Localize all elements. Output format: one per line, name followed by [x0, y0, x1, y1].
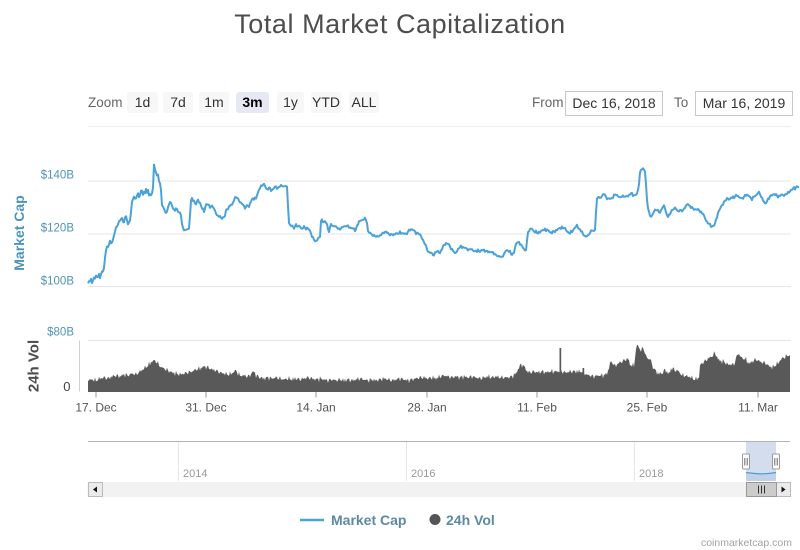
svg-text:11. Mar: 11. Mar [738, 401, 778, 415]
svg-text:$120B: $120B [41, 223, 75, 235]
svg-text:24h Vol: 24h Vol [446, 512, 495, 528]
svg-text:24h Vol: 24h Vol [26, 340, 43, 392]
svg-text:$80B: $80B [47, 327, 74, 339]
svg-text:$140B: $140B [41, 170, 75, 182]
svg-text:$100B: $100B [41, 276, 75, 288]
svg-text:Market Cap: Market Cap [331, 512, 406, 528]
svg-text:11. Feb: 11. Feb [517, 401, 557, 415]
svg-text:14. Jan: 14. Jan [296, 401, 335, 415]
svg-text:31. Dec: 31. Dec [185, 401, 226, 415]
svg-text:0: 0 [63, 379, 70, 394]
svg-text:2014: 2014 [183, 468, 207, 480]
svg-text:coinmarketcap.com: coinmarketcap.com [701, 537, 792, 549]
svg-text:17. Dec: 17. Dec [75, 401, 116, 415]
svg-text:2016: 2016 [411, 468, 435, 480]
svg-text:25. Feb: 25. Feb [627, 401, 668, 415]
svg-text:2018: 2018 [639, 468, 663, 480]
svg-text:28. Jan: 28. Jan [407, 401, 446, 415]
svg-text:Market Cap: Market Cap [11, 195, 27, 270]
